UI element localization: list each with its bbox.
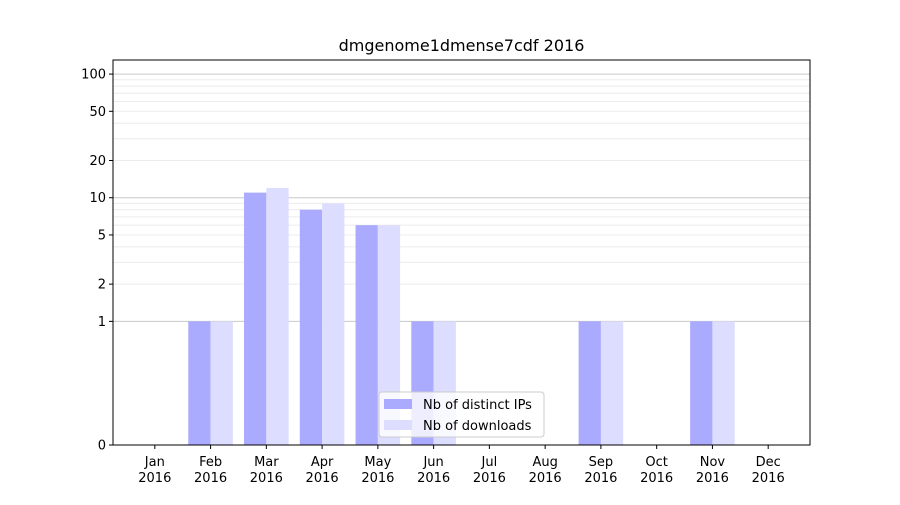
y-tick-label: 0 bbox=[98, 439, 106, 454]
plot-area-frame bbox=[112, 59, 811, 446]
x-tick-label-month: Jun bbox=[422, 455, 443, 470]
x-tick-label-month: Nov bbox=[700, 455, 726, 470]
y-tick-label: 2 bbox=[98, 278, 106, 293]
x-tick-label-year: 2016 bbox=[361, 471, 394, 486]
bar-distinct-ips bbox=[690, 321, 713, 445]
x-tick-label-month: May bbox=[364, 455, 391, 470]
legend-label: Nb of distinct IPs bbox=[423, 398, 532, 413]
x-tick-label-month: Sep bbox=[589, 455, 614, 470]
x-tick-label-year: 2016 bbox=[306, 471, 339, 486]
legend: Nb of distinct IPs Nb of downloads bbox=[378, 391, 545, 438]
bar-downloads bbox=[712, 321, 735, 445]
x-tick-label-year: 2016 bbox=[138, 471, 171, 486]
y-tick-label: 5 bbox=[98, 228, 106, 243]
y-tick-label: 50 bbox=[89, 105, 106, 120]
x-tick-label-month: Feb bbox=[199, 455, 222, 470]
bar-distinct-ips bbox=[188, 321, 211, 445]
y-tick-label: 1 bbox=[98, 315, 106, 330]
x-tick-label-year: 2016 bbox=[640, 471, 673, 486]
x-tick-label-month: Jul bbox=[481, 455, 498, 470]
y-axis-ticks: 0 1 2 5 10 20 50 100 bbox=[81, 68, 113, 454]
bar-downloads bbox=[322, 203, 345, 445]
bars bbox=[188, 187, 735, 445]
bar-distinct-ips bbox=[355, 225, 378, 445]
bar-downloads bbox=[266, 187, 289, 445]
chart-title: dmgenome1dmense7cdf 2016 bbox=[339, 36, 585, 55]
x-tick-label-year: 2016 bbox=[752, 471, 785, 486]
bar-distinct-ips bbox=[244, 192, 267, 445]
x-tick-label-month: Aug bbox=[532, 455, 557, 470]
x-tick-label-month: Oct bbox=[645, 455, 667, 470]
bar-downloads bbox=[600, 321, 624, 445]
x-tick-label-year: 2016 bbox=[473, 471, 506, 486]
y-tick-label: 100 bbox=[81, 68, 106, 83]
bar-distinct-ips bbox=[578, 321, 601, 445]
x-tick-label-year: 2016 bbox=[529, 471, 562, 486]
x-tick-label-month: Dec bbox=[756, 455, 781, 470]
legend-swatch bbox=[384, 399, 412, 409]
x-tick-label-year: 2016 bbox=[417, 471, 450, 486]
legend-swatch bbox=[384, 420, 412, 430]
x-tick-label-month: Apr bbox=[311, 455, 334, 470]
x-tick-label-month: Jan bbox=[144, 455, 165, 470]
bar-downloads bbox=[210, 321, 233, 445]
x-tick-label-year: 2016 bbox=[696, 471, 729, 486]
x-tick-label-month: Mar bbox=[254, 455, 279, 470]
x-tick-label-year: 2016 bbox=[250, 471, 283, 486]
x-tick-label-year: 2016 bbox=[584, 471, 617, 486]
y-tick-label: 20 bbox=[89, 154, 106, 169]
y-tick-label: 10 bbox=[89, 191, 106, 206]
legend-label: Nb of downloads bbox=[423, 419, 532, 434]
legend-box bbox=[378, 391, 545, 438]
grid-lines bbox=[113, 73, 810, 322]
bar-distinct-ips bbox=[299, 209, 323, 445]
bar-downloads bbox=[377, 225, 401, 445]
x-tick-label-year: 2016 bbox=[194, 471, 227, 486]
x-axis-ticks: Jan2016Feb2016Mar2016Apr2016May2016Jun20… bbox=[138, 445, 785, 486]
